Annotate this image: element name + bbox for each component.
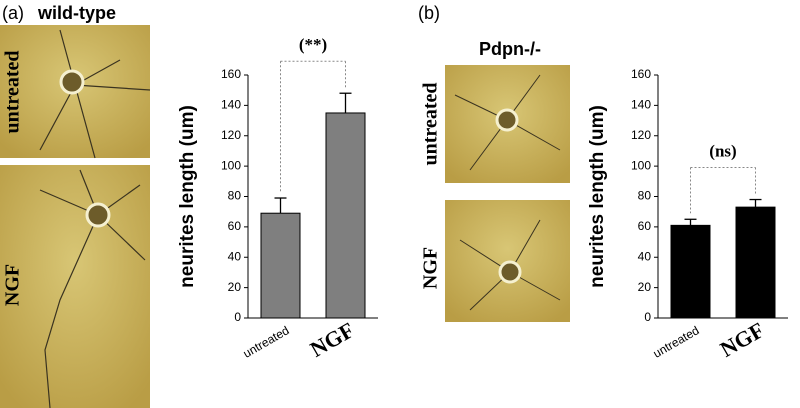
micrograph <box>445 200 570 322</box>
image-label: untreated <box>2 51 24 134</box>
x-tick-label: NGF <box>306 317 359 362</box>
y-tick-label: 0 <box>234 310 241 324</box>
annotation: (ns) <box>709 141 736 160</box>
y-tick-label: 120 <box>631 128 651 142</box>
bar <box>670 224 711 319</box>
micrograph <box>445 65 570 183</box>
y-tick-label: 100 <box>631 158 651 172</box>
micrograph <box>0 165 150 408</box>
y-tick-label: 20 <box>638 280 652 294</box>
annotation: (**) <box>299 35 327 54</box>
y-axis-label: neurites length (um) <box>587 105 608 288</box>
panel-label: (b) <box>418 3 440 23</box>
y-tick-label: 80 <box>228 189 242 203</box>
y-tick-label: 140 <box>221 98 241 112</box>
x-tick-label: untreated <box>651 323 702 360</box>
bar <box>325 112 366 319</box>
image-label: untreated <box>420 83 442 166</box>
panel-label: (a) <box>2 3 24 23</box>
y-tick-label: 40 <box>228 249 242 263</box>
y-tick-label: 80 <box>638 189 652 203</box>
y-tick-label: 160 <box>631 67 651 81</box>
y-tick-label: 60 <box>638 219 652 233</box>
bar <box>260 212 301 319</box>
y-tick-label: 20 <box>228 280 242 294</box>
y-axis-label: neurites length (um) <box>177 105 198 288</box>
y-tick-label: 140 <box>631 98 651 112</box>
y-tick-label: 60 <box>228 219 242 233</box>
y-tick-label: 100 <box>221 158 241 172</box>
micrograph <box>0 25 151 159</box>
bar <box>735 206 776 319</box>
y-tick-label: 40 <box>638 249 652 263</box>
y-tick-label: 120 <box>221 128 241 142</box>
image-label: NGF <box>420 247 442 289</box>
image-label: NGF <box>2 264 24 306</box>
x-tick-label: NGF <box>716 317 769 362</box>
y-tick-label: 0 <box>644 310 651 324</box>
panel-title: wild-type <box>37 3 116 23</box>
y-tick-label: 160 <box>221 67 241 81</box>
panel-title: Pdpn-/- <box>479 39 541 59</box>
x-tick-label: untreated <box>241 323 292 360</box>
